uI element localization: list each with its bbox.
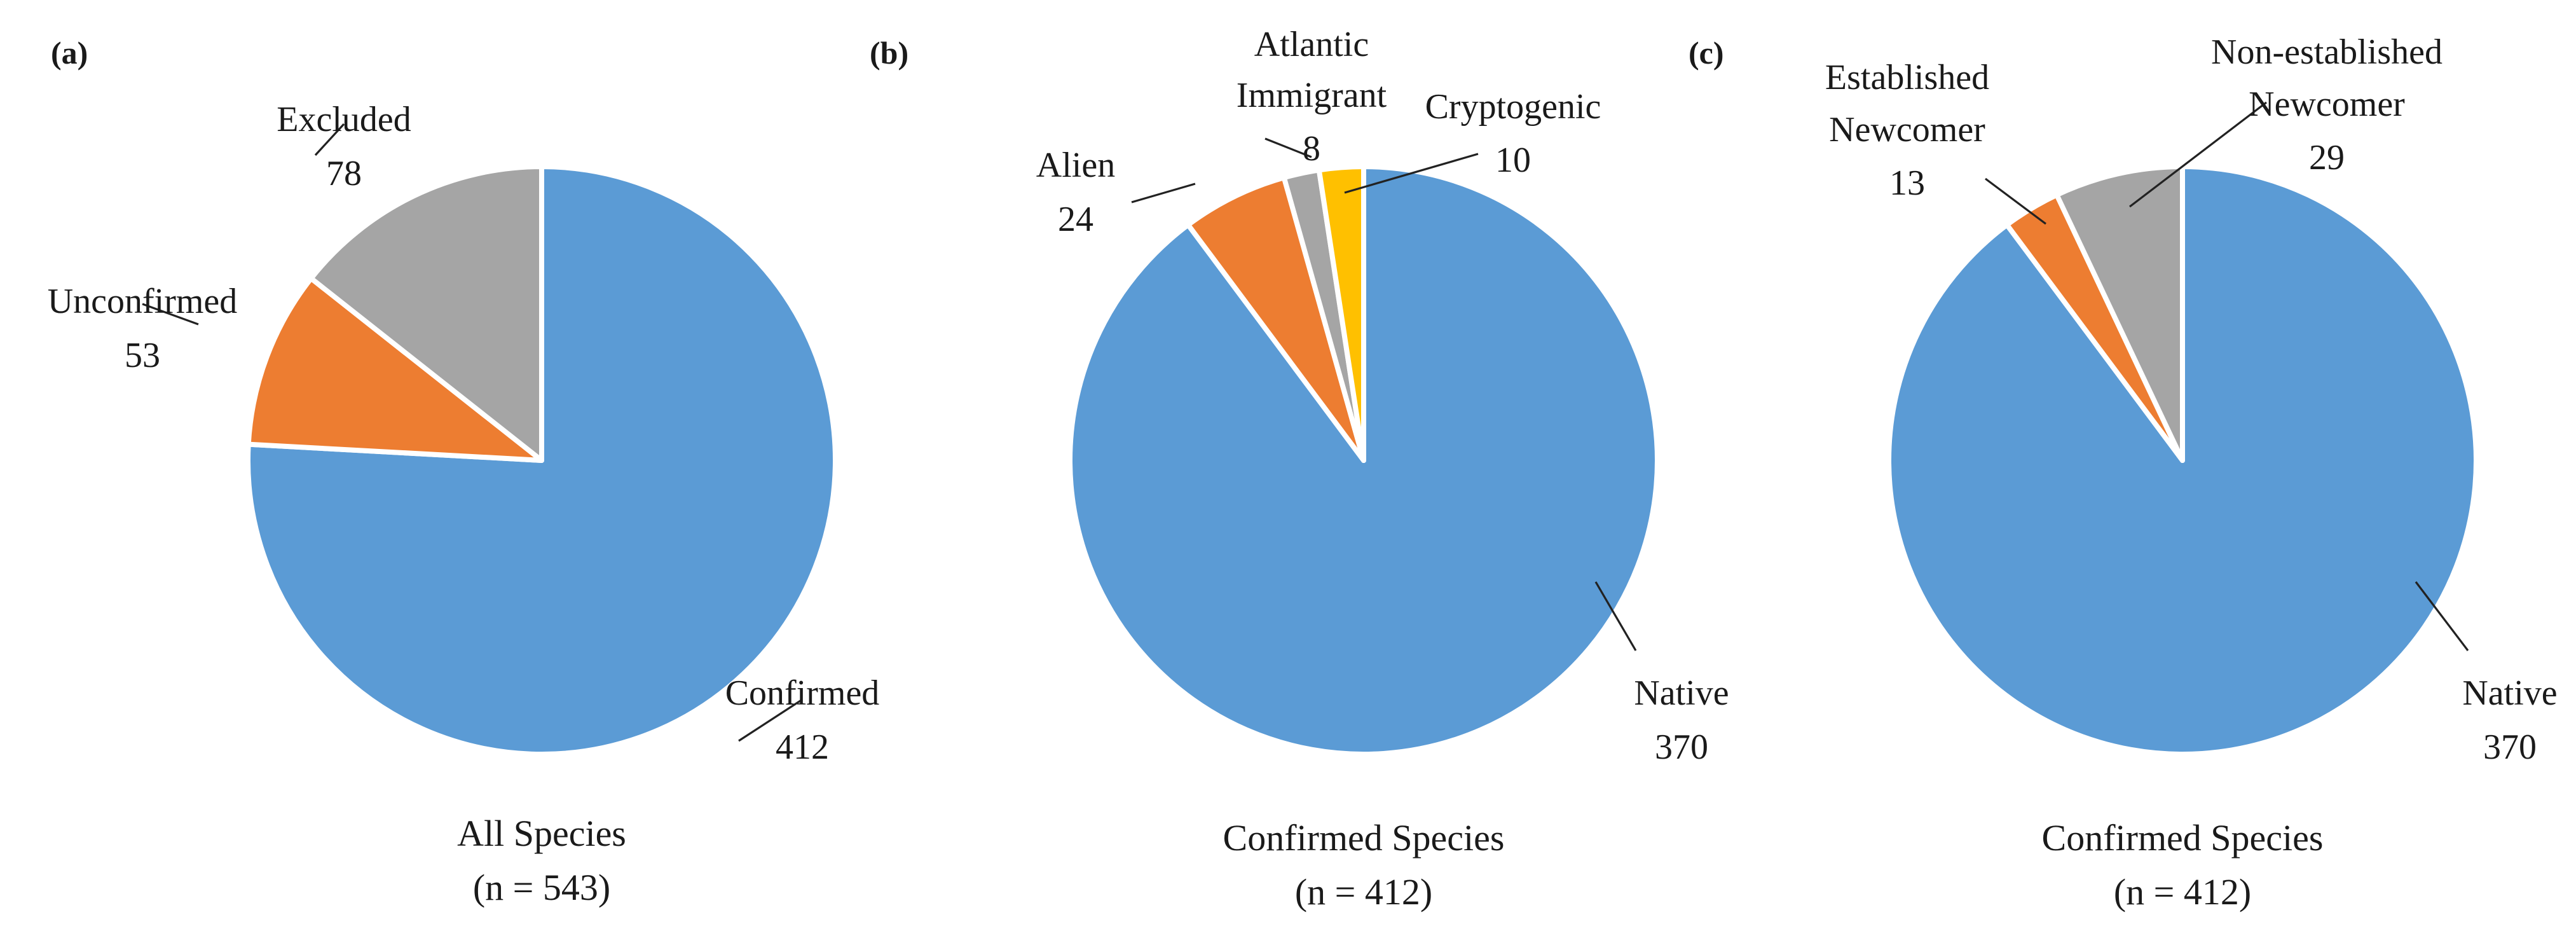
pie-b-labels: Native 370 Alien 24 Atlantic Immigrant 8 Crypto…: [1036, 25, 1729, 767]
pie-a-caption-count: (n = 543): [473, 867, 610, 908]
pie-b-leader-atlantic-immigrant: [1264, 137, 1312, 158]
pie-c-label-non-established-newcomer: Newcomer: [2249, 85, 2405, 124]
pie-a-caption-title: All Species: [457, 813, 626, 854]
pie-b-caption-count: (n = 412): [1295, 871, 1432, 913]
pie-c-labels: Native 370 Established Newcomer 13 Non-establ…: [1825, 32, 2558, 767]
pie-panel-b: (b) Native 370 Alien 24 Atlantic Immigrant 8 Cr…: [870, 25, 1729, 913]
pie-a-leader-unconfirmed: [142, 303, 199, 326]
pie-b-label-atlantic-immigrant: Atlantic: [1254, 25, 1369, 64]
pie-b-value-atlantic-immigrant: 8: [1303, 129, 1320, 169]
pie-b-label-alien: Alien: [1036, 146, 1115, 185]
pie-c-slices: [1886, 164, 2479, 757]
pie-b-leader-native: [1594, 581, 1637, 651]
pie-b-slices: [1067, 164, 1660, 757]
pie-b-caption-title: Confirmed Species: [1223, 817, 1505, 859]
pie-a-value-unconfirmed: 53: [125, 336, 160, 375]
pie-b-label-cryptogenic: Cryptogenic: [1425, 87, 1601, 127]
pie-c-label-established-newcomer: Newcomer: [1829, 110, 1985, 149]
pie-a-leader-confirmed: [738, 698, 803, 742]
pie-a-value-excluded: 78: [326, 154, 362, 193]
pie-b-value-native: 370: [1655, 728, 1708, 767]
pie-c-label-native: Native: [2462, 673, 2557, 713]
pie-b-slice-cryptogenic: [1316, 164, 1366, 463]
pie-b-value-cryptogenic: 10: [1495, 141, 1531, 180]
pie-a-slices: [245, 164, 838, 757]
pie-a-labels: Confirmed 412 Unconfirmed 53 Excluded 78: [48, 100, 880, 767]
pie-c-value-non-established-newcomer: 29: [2309, 138, 2345, 177]
pie-c-caption-count: (n = 412): [2114, 871, 2251, 913]
pie-c-leader-non-established-newcomer: [2129, 101, 2267, 208]
pie-a-slice-excluded: [308, 164, 544, 463]
panel-tag-c: (c): [1689, 35, 1724, 71]
pie-b-leader-cryptogenic: [1344, 153, 1479, 194]
pie-panel-a: (a) Confirmed412Unconfirmed53Excluded78 …: [48, 35, 880, 908]
pie-a-slice-confirmed: [245, 164, 838, 757]
panel-tag-a: (a): [51, 35, 88, 71]
pie-c-value-established-newcomer: 13: [1889, 163, 1925, 203]
pie-panel-c: (c) Native 370 Established Newcomer 13 Non-es…: [1689, 32, 2558, 913]
pie-c-label-non-established-newcomer: Non-established: [2211, 32, 2442, 72]
pie-c-leader-established-newcomer: [1985, 177, 2046, 225]
pie-c-slice-non-established-newcomer: [2054, 164, 2185, 463]
panel-tag-b: (b): [870, 35, 908, 71]
pie-c-caption-title: Confirmed Species: [2042, 817, 2324, 859]
pie-c-value-native: 370: [2483, 728, 2537, 767]
pie-a-label-unconfirmed: Unconfirmed: [48, 282, 238, 321]
pie-a-slice-unconfirmed: [245, 275, 544, 463]
pie-b-slice-alien: [1185, 175, 1366, 463]
pie-a-label-excluded: Excluded: [277, 100, 411, 139]
pie-b-label-native: Native: [1634, 673, 1729, 713]
pie-c-leader-native: [2415, 581, 2469, 651]
pie-a-value-confirmed: 412: [776, 728, 829, 767]
pie-a-leader-excluded: [314, 123, 345, 156]
pie-b-leader-alien: [1131, 183, 1196, 203]
pie-a-label-confirmed: Confirmed: [725, 673, 880, 713]
pie-c-label-established-newcomer: Established: [1825, 58, 1989, 97]
pie-b-value-alien: 24: [1058, 200, 1093, 239]
pie-b-label-atlantic-immigrant: Immigrant: [1237, 76, 1387, 115]
